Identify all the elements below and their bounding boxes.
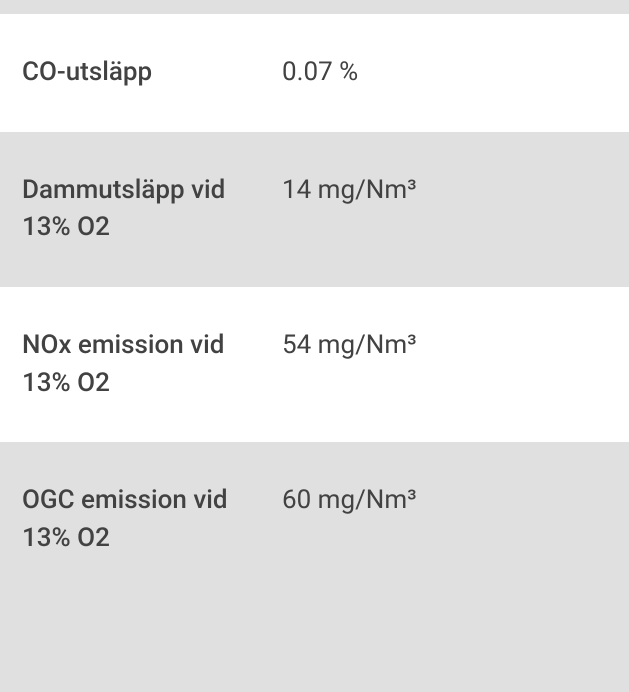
table-row: NOx emission vid 13% O2 54 mg/Nm³ — [0, 287, 629, 442]
row-value: 54 mg/Nm³ — [282, 327, 607, 365]
row-value: 60 mg/Nm³ — [282, 482, 607, 520]
row-label: CO-utsläpp — [22, 54, 282, 92]
row-label: OGC emission vid 13% O2 — [22, 482, 282, 557]
row-value: 14 mg/Nm³ — [282, 172, 607, 210]
table-header-strip — [0, 0, 629, 14]
row-value: 0.07 % — [282, 54, 607, 92]
emissions-table: CO-utsläpp 0.07 % Dammutsläpp vid 13% O2… — [0, 0, 629, 598]
table-row: Dammutsläpp vid 13% O2 14 mg/Nm³ — [0, 132, 629, 287]
table-row: CO-utsläpp 0.07 % — [0, 14, 629, 132]
row-label: Dammutsläpp vid 13% O2 — [22, 172, 282, 247]
row-label: NOx emission vid 13% O2 — [22, 327, 282, 402]
table-row: OGC emission vid 13% O2 60 mg/Nm³ — [0, 442, 629, 597]
